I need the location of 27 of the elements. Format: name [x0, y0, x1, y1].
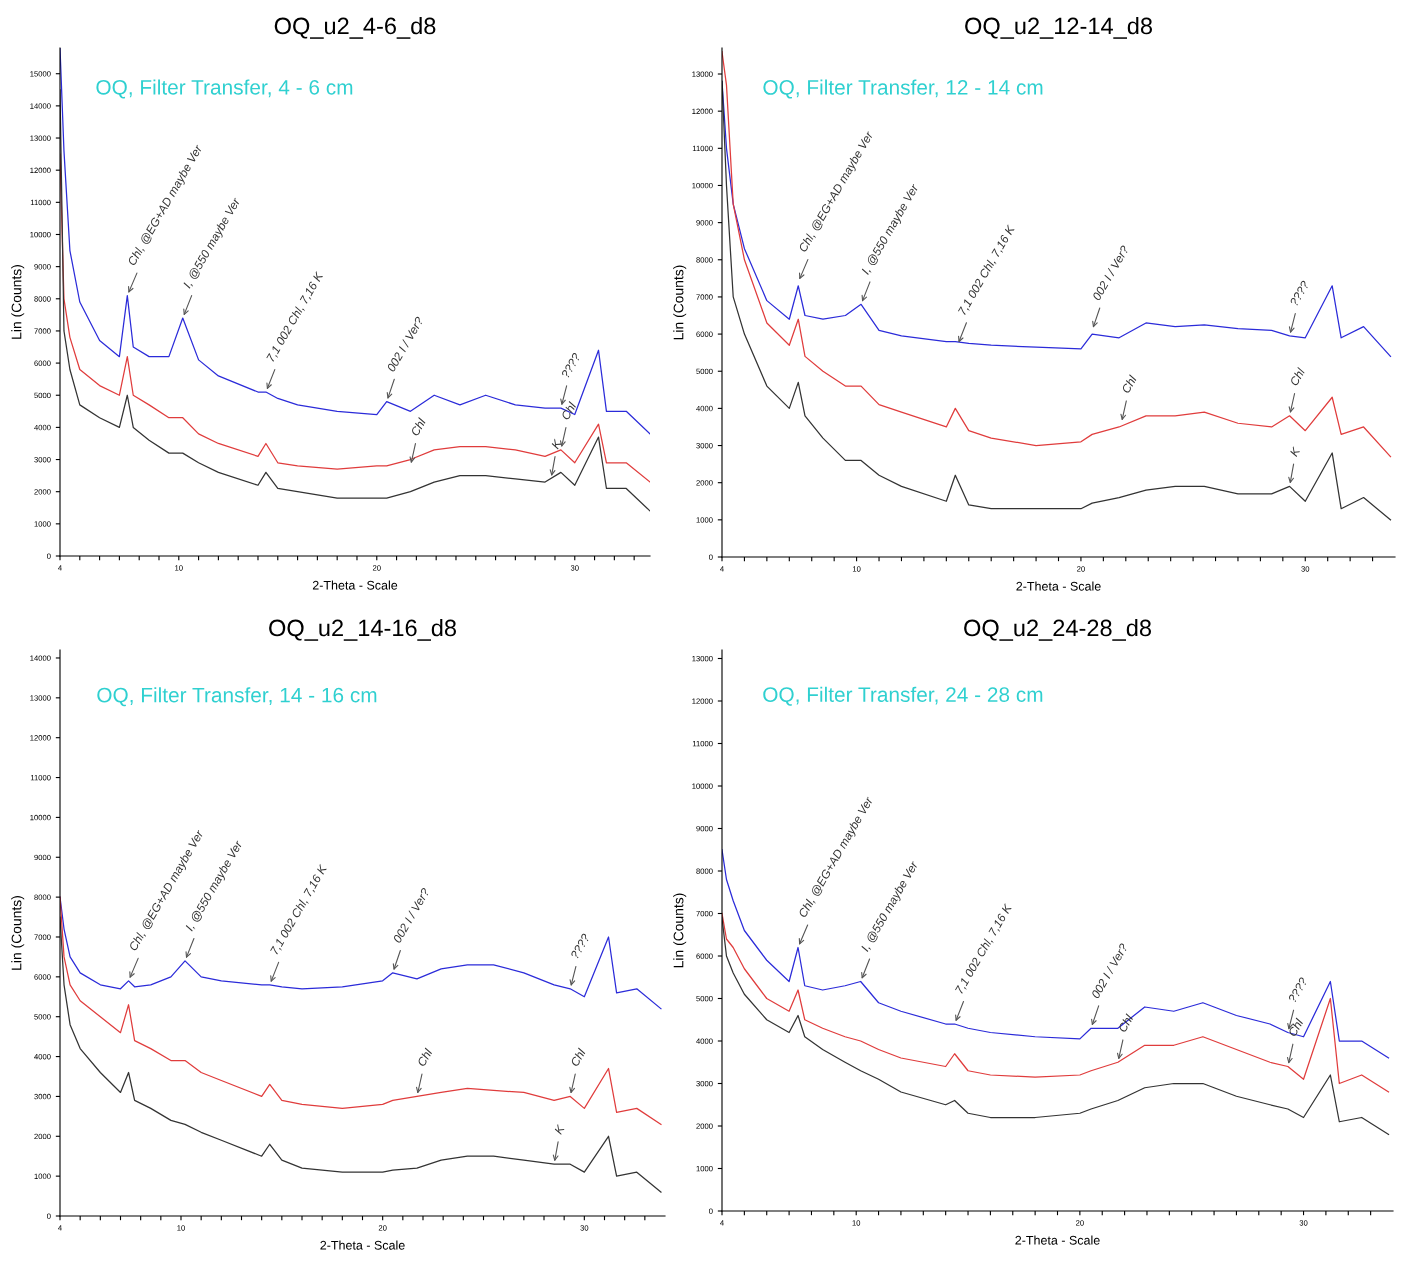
- x-axis-title: 2-Theta - Scale: [1016, 581, 1101, 591]
- annotation: K: [550, 438, 562, 450]
- chart-title: OQ_u2_12-14_d8: [965, 17, 1152, 39]
- annotation: K: [1289, 446, 1301, 458]
- annotation: Chl: [1121, 374, 1138, 394]
- annotation: Chl: [1117, 1013, 1134, 1033]
- text: OQ, Filter Transfer, 12 - 14 cm: [763, 79, 1043, 99]
- text: OQ, Filter Transfer, 14 - 16 cm: [97, 687, 377, 707]
- annotation: Chl: [1289, 366, 1306, 387]
- chart-title: OQ_u2_24-28_d8: [964, 619, 1151, 641]
- text: OQ, Filter Transfer, 4 - 6 cm: [96, 79, 353, 99]
- y-axis-title: Lin (Counts): [673, 265, 687, 340]
- chart-title: OQ_u2_4-6_d8: [274, 17, 436, 39]
- y-axis-title: Lin (Counts): [11, 265, 25, 339]
- chart-title: OQ_u2_14-16_d8: [269, 619, 456, 641]
- y-axis-title: Lin (Counts): [11, 896, 25, 970]
- annotation: Chl: [569, 1047, 587, 1067]
- text: OQ, Filter Transfer, 24 - 28 cm: [763, 686, 1043, 706]
- x-axis-title: 2-Theta - Scale: [320, 1240, 405, 1250]
- x-axis-title: 2-Theta - Scale: [312, 580, 398, 590]
- y-axis-title: Lin (Counts): [673, 893, 687, 968]
- x-axis-title: 2-Theta - Scale: [1015, 1235, 1100, 1245]
- annotation: Chl: [416, 1047, 433, 1067]
- annotation: Chl: [410, 417, 427, 437]
- annotation: Chl: [560, 401, 577, 421]
- annotation: K: [554, 1123, 566, 1135]
- annotation: Chl: [1287, 1017, 1304, 1037]
